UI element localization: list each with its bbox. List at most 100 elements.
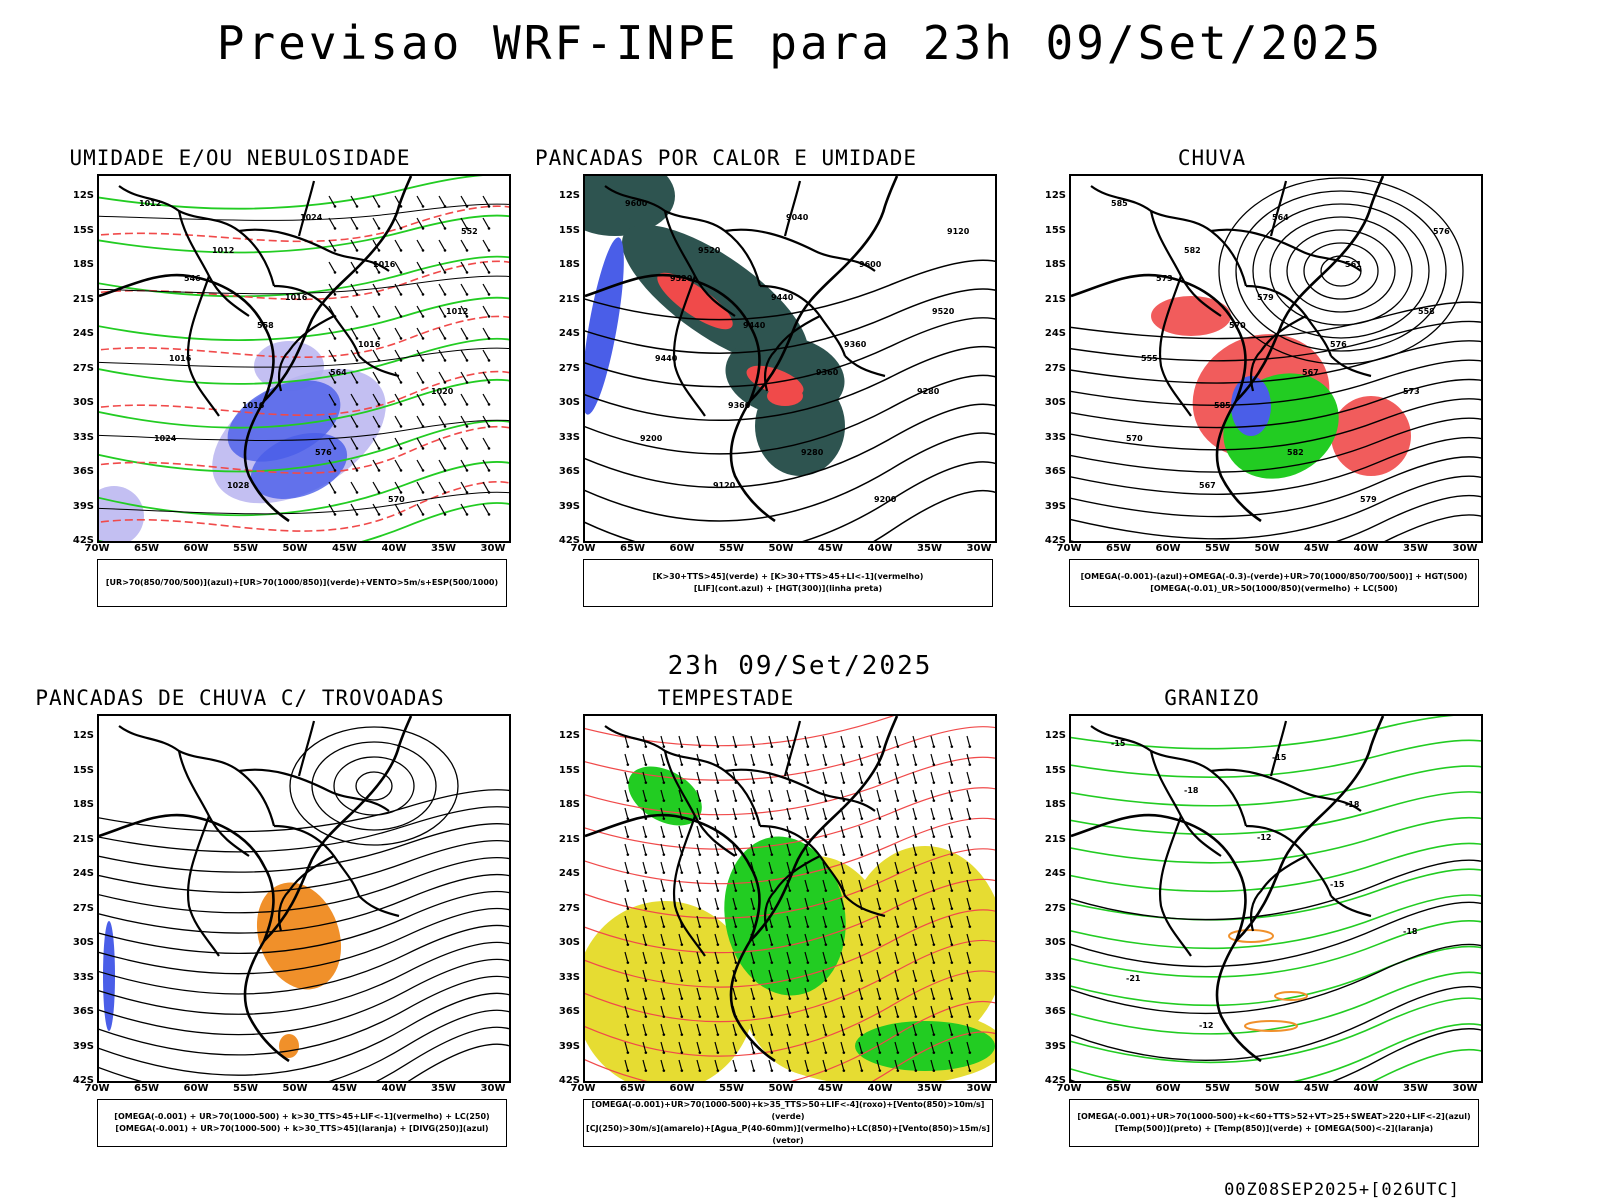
mid-subtitle: 23h 09/Set/2025 <box>667 651 933 681</box>
contour-line <box>99 379 509 429</box>
wind-vector <box>930 897 936 910</box>
wind-vector <box>678 789 684 802</box>
lat-tick-label: 33S <box>558 971 580 983</box>
lat-tick-label: 18S <box>72 259 94 270</box>
wind-vector <box>732 753 738 766</box>
wind-vector <box>822 1005 828 1018</box>
panel-title: TEMPESTADE <box>657 686 795 710</box>
state-border <box>118 185 276 287</box>
shaded-area <box>585 176 675 236</box>
state-border <box>278 855 335 932</box>
wind-vector <box>438 481 447 494</box>
contour-label: 1016 <box>242 401 265 410</box>
wind-vector <box>966 1023 972 1036</box>
state-border <box>1158 815 1192 957</box>
wind-vector <box>876 969 882 982</box>
wind-vector <box>482 481 491 494</box>
wind-vector <box>460 393 469 406</box>
contour-line <box>1071 986 1481 1061</box>
state-border <box>1210 228 1362 272</box>
wind-vector <box>696 1005 702 1018</box>
wind-vector <box>624 969 630 982</box>
wind-vector <box>804 879 810 892</box>
wind-vector <box>678 969 684 982</box>
wind-vector <box>660 753 666 766</box>
wind-vector <box>786 915 792 928</box>
wind-vector <box>678 771 684 784</box>
contour-label: 9440 <box>743 321 766 330</box>
wind-vector <box>350 239 359 252</box>
wind-vector <box>460 459 469 472</box>
wind-vector <box>416 393 425 406</box>
contour-line <box>99 924 509 995</box>
wind-vector <box>894 933 900 946</box>
wind-vector <box>930 915 936 928</box>
lat-tick-label: 15S <box>72 764 94 776</box>
lat-tick-label: 33S <box>1044 971 1066 983</box>
lat-tick-label: 30S <box>1044 937 1066 948</box>
lat-tick-label: 33S <box>558 431 580 443</box>
contour-line <box>1071 456 1481 518</box>
contour-label: 582 <box>1184 246 1201 255</box>
lon-tick-label: 70W <box>1056 1083 1082 1094</box>
wind-vector <box>804 987 810 1000</box>
lon-tick-label: 65W <box>1106 1083 1131 1094</box>
contour-label: 1012 <box>446 307 468 316</box>
wind-vector <box>642 933 648 946</box>
coastline <box>585 716 899 1063</box>
legend-box: [K>30+TTS>45](verde) + [K>30+TTS>45+LI<-… <box>583 559 993 607</box>
lat-tick-label: 42S <box>1044 535 1066 546</box>
contour-line <box>1071 436 1481 496</box>
lat-tick-label: 27S <box>1044 362 1066 374</box>
wind-vector <box>714 987 720 1000</box>
wind-vector <box>678 1041 684 1054</box>
lat-tick-label: 18S <box>1044 259 1066 270</box>
map-plot: 9600 9520 9440 9360 9280 9200 9120 9040 9600 9520… <box>583 174 997 543</box>
lon-tick-label: 35W <box>1403 543 1428 554</box>
wind-vector <box>786 933 792 946</box>
lon-tick-label: 50W <box>282 1083 308 1094</box>
wind-vector <box>460 217 469 230</box>
wind-vector <box>912 879 918 892</box>
contour-label: 564 <box>330 368 347 377</box>
lon-tick-label: 40W <box>867 543 893 554</box>
wind-vector <box>786 1041 792 1054</box>
lat-tick-label: 15S <box>558 764 580 776</box>
lon-tick-label: 50W <box>282 543 308 554</box>
wind-vector <box>912 969 918 982</box>
wind-vector <box>858 1059 864 1072</box>
lat-tick-label: 18S <box>558 259 580 270</box>
wind-vector <box>394 327 403 340</box>
wind-vector <box>642 771 648 784</box>
contour-line <box>1252 203 1430 339</box>
wind-vector <box>804 915 810 928</box>
lon-tick-label: 35W <box>1403 1083 1428 1094</box>
wind-vector <box>660 1023 666 1036</box>
wind-vector <box>858 987 864 1000</box>
wind-vector <box>328 459 337 472</box>
wind-vector <box>328 283 337 296</box>
lon-tick-label: 40W <box>381 543 407 554</box>
state-border <box>764 315 821 392</box>
shaded-area <box>1331 396 1411 476</box>
wind-vector <box>912 1023 918 1036</box>
wind-vector <box>714 1041 720 1054</box>
contour-line <box>1071 945 1481 1007</box>
wind-vector <box>696 789 702 802</box>
wind-vector <box>394 371 403 384</box>
contour-line <box>99 958 509 1036</box>
wind-vector <box>912 861 918 874</box>
wind-vector <box>460 415 469 428</box>
wind-vector <box>438 393 447 406</box>
contour-label: 9440 <box>771 293 794 302</box>
contour-line <box>99 874 509 934</box>
wind-vector <box>460 481 469 494</box>
wind-vector <box>948 825 954 838</box>
wind-vector <box>894 735 900 748</box>
contour-line <box>99 420 509 473</box>
lat-tick-label: 30S <box>72 397 94 408</box>
contour-line <box>99 370 509 416</box>
wind-vector <box>482 283 491 296</box>
wind-vector <box>768 1005 774 1018</box>
wind-vector <box>416 239 425 252</box>
